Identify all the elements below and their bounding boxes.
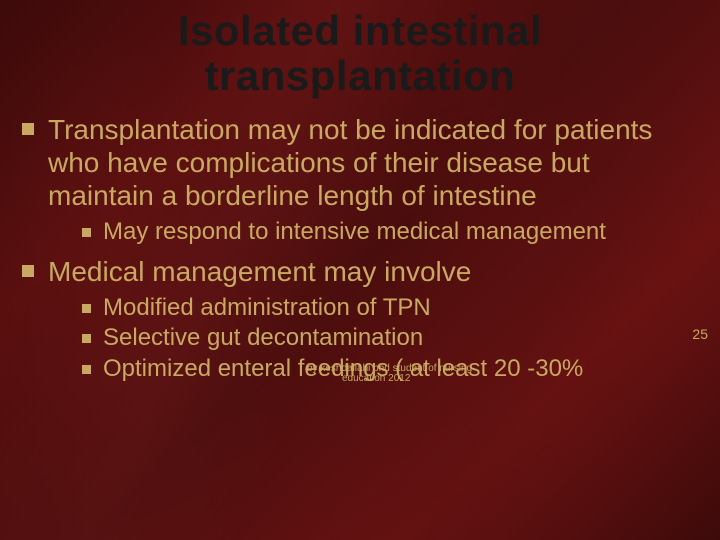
square-bullet-icon [22, 265, 34, 277]
sub-bullets: May respond to intensive medical managem… [22, 218, 698, 247]
slide-body: Transplantation may not be indicated for… [0, 99, 720, 384]
bullet-level2: Modified administration of TPN [82, 294, 698, 323]
square-bullet-icon [82, 228, 91, 237]
title-line-2: transplantation [0, 53, 720, 98]
square-bullet-icon [82, 304, 91, 313]
bullet-level2: Selective gut decontamination [82, 324, 698, 353]
bullet-text: Selective gut decontamination [103, 324, 423, 353]
square-bullet-icon [82, 365, 91, 374]
bullet-text: May respond to intensive medical managem… [103, 218, 606, 247]
bullet-text: Transplantation may not be indicated for… [48, 113, 698, 212]
slide-title: Isolated intestinal transplantation [0, 0, 720, 99]
square-bullet-icon [22, 123, 34, 135]
bullet-text: Modified administration of TPN [103, 294, 431, 323]
page-number: 25 [692, 326, 708, 342]
slide: Isolated intestinal transplantation Tran… [0, 0, 720, 540]
bullet-level2: May respond to intensive medical managem… [82, 218, 698, 247]
bullet-level1: Transplantation may not be indicated for… [22, 113, 698, 212]
slide-content: Isolated intestinal transplantation Tran… [0, 0, 720, 384]
footer-credit-line2: education 2012 [342, 373, 410, 384]
square-bullet-icon [82, 334, 91, 343]
title-line-1: Isolated intestinal [0, 8, 720, 53]
bullet-level1: Medical management may involve [22, 255, 698, 288]
bullet-level2: Optimized enteral feedings ( at least 20… [82, 355, 698, 384]
bullet-text: Medical management may involve [48, 255, 471, 288]
sub-bullets: Modified administration of TPN Selective… [22, 294, 698, 384]
